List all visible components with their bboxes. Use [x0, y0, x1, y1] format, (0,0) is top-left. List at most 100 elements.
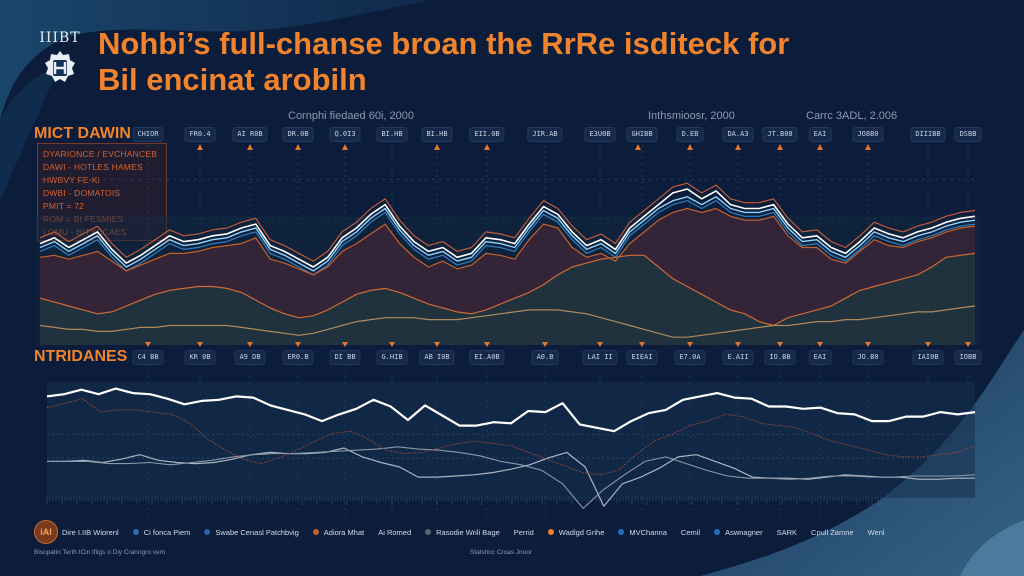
- legend-label: Swabe Cenasl Patchbvig: [215, 527, 299, 537]
- x-tick-label: AI R0B: [232, 127, 268, 142]
- legend-swatch-icon: [312, 529, 319, 535]
- tick-marker: [965, 342, 971, 347]
- annotation-3: Carrc 3ADL, 2.006: [806, 110, 898, 122]
- tick-marker: [597, 342, 603, 347]
- shield-h-icon: [45, 51, 75, 82]
- legend-item[interactable]: Wenl: [868, 528, 885, 537]
- tick-marker: [247, 144, 253, 150]
- x-tick-label: GHIBB: [626, 127, 658, 142]
- legend-label: Adiora Mhat: [323, 527, 365, 537]
- x-tick-label: D.EB: [676, 127, 704, 142]
- tick-marker: [197, 342, 203, 347]
- tick-marker: [639, 342, 645, 347]
- legend-item[interactable]: Wadlgd Grihe: [547, 527, 605, 537]
- bottom-chart-label: NTRIDANES: [34, 348, 128, 365]
- tick-marker: [687, 342, 693, 347]
- tick-marker: [777, 342, 783, 347]
- x-tick-label: EAI: [808, 127, 832, 142]
- legend-label: Ai Romed: [378, 527, 412, 537]
- legend-item[interactable]: Aswnagner: [714, 528, 763, 537]
- series-line-light-blue: [39, 196, 976, 272]
- legend-item[interactable]: Ai Romed: [378, 528, 411, 537]
- legend-item[interactable]: Rasodie Wrili Bage: [425, 528, 500, 537]
- tick-marker: [197, 144, 203, 150]
- series-line-maroon-edge: [39, 207, 976, 276]
- legend-swatch-icon: [714, 529, 721, 535]
- tick-marker: [434, 342, 440, 347]
- info-line: DAWI - HOTLES HAMES: [43, 162, 143, 172]
- tick-marker: [777, 144, 783, 150]
- x-tick-label: JIR.AB: [527, 127, 563, 142]
- legend-item[interactable]: SARK: [777, 528, 797, 537]
- legend-label: Cpull Zamne: [811, 527, 854, 537]
- legend-item[interactable]: MVChanna: [618, 528, 667, 537]
- title-line-1: Nohbi’s full-chanse broan the RrRe isdit…: [98, 26, 790, 61]
- legend-item[interactable]: Cemil: [681, 528, 700, 537]
- x-tick-label: JT.B08: [762, 127, 798, 142]
- tick-marker: [865, 144, 871, 150]
- tick-marker: [145, 342, 151, 347]
- brand-logo: IIIBT: [38, 30, 82, 84]
- page-title: Nohbi’s full-chanse broan the RrRe isdit…: [98, 26, 789, 98]
- series-line-grey-b: [47, 446, 976, 509]
- info-line: DWBI - DOMATOIS: [43, 188, 121, 198]
- tick-marker: [925, 342, 931, 347]
- info-line: PMIT = 72: [43, 201, 85, 211]
- legend-label: MVChanna: [629, 527, 667, 537]
- legend-item[interactable]: Dire I.IIB Wiorenl: [62, 528, 119, 537]
- info-line: DYARIONCE / EVCHANCEB: [43, 149, 158, 159]
- x-tick-label: DA.A3: [722, 127, 754, 142]
- legend-swatch-icon: [547, 529, 554, 535]
- plot-panel: [47, 382, 975, 498]
- legend-label: Wadlgd Grihe: [558, 527, 605, 537]
- x-tick-label: DIIIBB: [910, 127, 946, 142]
- annotation-1: Cornphi fiedaed 60i, 2000: [288, 110, 414, 122]
- tick-marker: [434, 144, 440, 150]
- top-chart-label: MICT DAWIN: [34, 125, 131, 142]
- legend-item[interactable]: Ci fonca Piem: [132, 528, 190, 537]
- legend-label: Wenl: [867, 527, 885, 537]
- annotation-2: Inthsmioosr, 2000: [648, 110, 735, 122]
- x-tick-label: BI.HB: [376, 127, 408, 142]
- x-tick-label: DR.0B: [282, 127, 314, 142]
- info-line: HWBVY FE-Ki: [43, 175, 100, 185]
- tick-marker: [342, 342, 348, 347]
- tick-marker: [735, 144, 741, 150]
- logo-text: IIIBT: [39, 30, 81, 46]
- legend-label: Rasodie Wrili Bage: [436, 527, 500, 537]
- legend-item[interactable]: Cpull Zamne: [811, 528, 854, 537]
- legend-swatch-icon: [425, 529, 432, 535]
- footnote-center: Stalshoc Croas Jnuor: [470, 549, 533, 556]
- tick-marker: [295, 342, 301, 347]
- tick-marker: [342, 144, 348, 150]
- x-tick-label: EII.0B: [469, 127, 505, 142]
- legend-item[interactable]: Adiora Mhat: [312, 527, 365, 537]
- series-line-tan-low: [39, 305, 976, 338]
- x-tick-label: JO8B0: [852, 127, 884, 142]
- legend-label: Cemil: [680, 527, 701, 537]
- legend-swatch-icon: [204, 529, 211, 535]
- x-tick-label: DSBB: [954, 127, 982, 142]
- tick-marker: [865, 342, 871, 347]
- tick-marker: [635, 144, 641, 150]
- legend-item[interactable]: Swabe Cenasl Patchbvig: [204, 527, 299, 537]
- legend-badge-icon: iAI: [34, 520, 58, 544]
- x-tick-label: E3U0B: [584, 127, 616, 142]
- legend-label: Perrid: [513, 527, 534, 537]
- tick-marker: [817, 144, 823, 150]
- tick-marker: [735, 342, 741, 347]
- series-line-grey-a: [47, 447, 975, 507]
- x-tick-label: A0.B: [531, 350, 559, 365]
- legend-item[interactable]: Perrid: [514, 528, 534, 537]
- tick-marker: [484, 342, 490, 347]
- tick-marker: [295, 144, 301, 150]
- series-area-teal-overlay: [40, 253, 975, 345]
- series-line-white-main: [46, 387, 976, 433]
- tick-marker: [817, 342, 823, 347]
- title-line-2: Bil encinat arobiln: [98, 62, 367, 97]
- legend: iAI Dire I.IIB Wiorenl Ci fonca Piem Swabe…: [34, 520, 899, 544]
- x-tick-label: Q.0I3: [329, 127, 361, 142]
